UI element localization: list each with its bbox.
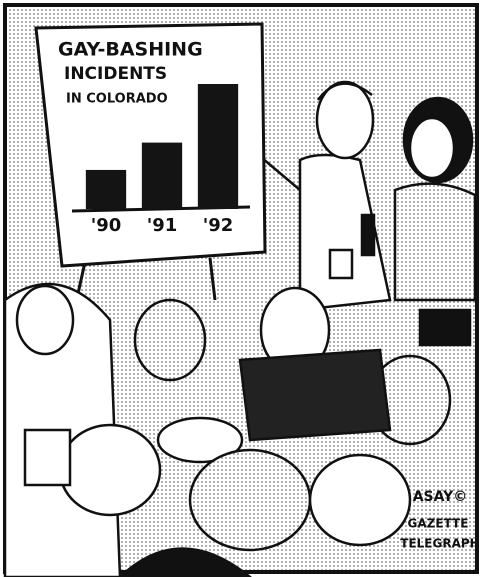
artist-credit: ASAY© — [413, 489, 468, 505]
cartoon: GAY-BASHING INCIDENTS IN COLORADO '92 '91… — [0, 0, 482, 577]
page: {"chart_data": {"type": "bar", "title": … — [0, 0, 482, 577]
x-tick-label: '90 — [91, 215, 122, 236]
chart-subtitle: IN COLORADO — [66, 92, 168, 107]
chart-title: INCIDENTS — [64, 64, 167, 84]
publisher-credit: GAZETTE — [408, 517, 469, 531]
publisher-credit: TELEGRAPH — [400, 537, 479, 551]
chart-title: GAY-BASHING — [58, 39, 203, 61]
bar — [198, 84, 238, 209]
bar — [86, 170, 126, 209]
x-tick-label: '91 — [147, 215, 178, 236]
x-tick-label: '92 — [203, 215, 234, 236]
bar — [142, 143, 182, 209]
